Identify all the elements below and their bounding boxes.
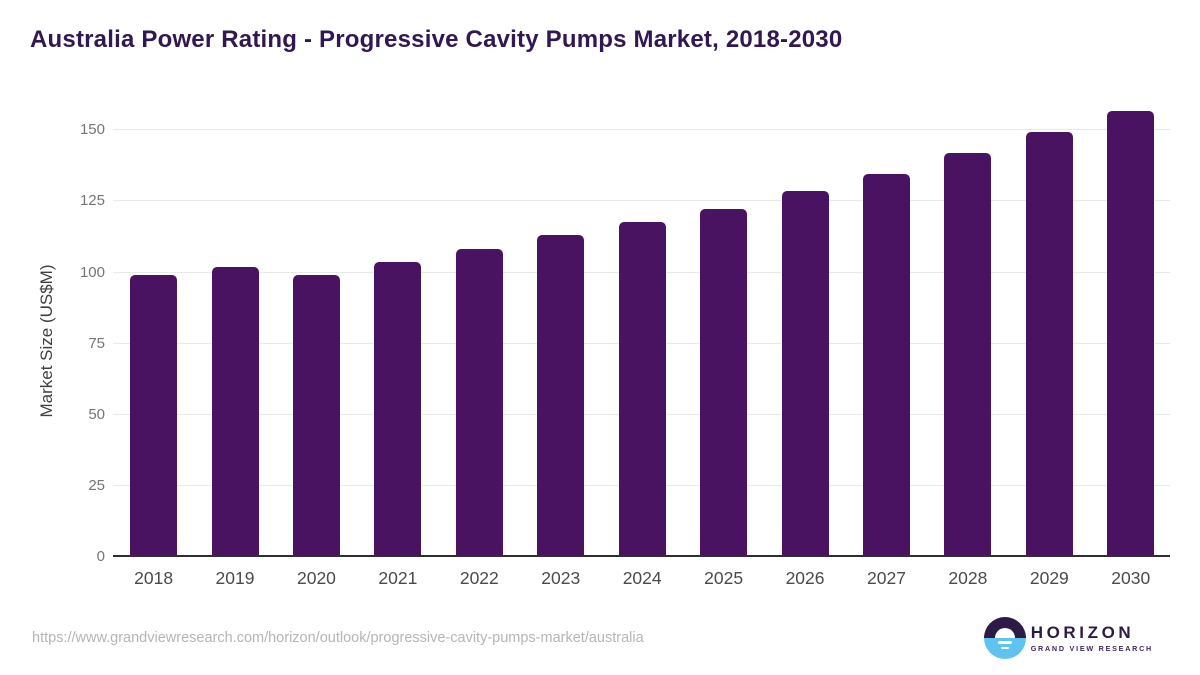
logo-wave-shape	[997, 641, 1012, 644]
source-url: https://www.grandviewresearch.com/horizo…	[32, 630, 644, 646]
bar-2022[interactable]	[455, 248, 503, 557]
bar-2024[interactable]	[618, 222, 666, 557]
x-tick-label: 2020	[296, 568, 336, 588]
plot-area	[113, 100, 1170, 557]
x-tick-label: 2025	[704, 568, 744, 588]
y-tick-label: 50	[88, 405, 105, 423]
y-tick-label: 75	[88, 334, 105, 352]
bar-2030[interactable]	[1107, 111, 1155, 557]
bar-2020[interactable]	[292, 274, 340, 557]
bar-2027[interactable]	[862, 173, 910, 557]
bar-2028[interactable]	[944, 152, 992, 557]
x-tick-label: 2029	[1029, 568, 1069, 588]
horizon-logo-icon	[983, 617, 1026, 659]
x-tick-label: 2018	[134, 568, 174, 588]
bar-2019[interactable]	[211, 266, 259, 557]
x-tick-label: 2028	[948, 568, 988, 588]
y-tick-label: 100	[79, 263, 105, 281]
x-tick-label: 2026	[785, 568, 825, 588]
x-axis-line	[113, 555, 1170, 557]
y-tick-label: 25	[88, 476, 105, 494]
logo-tagline: GRAND VIEW RESEARCH	[1030, 643, 1153, 653]
x-tick-label: 2019	[215, 568, 255, 588]
gridline	[113, 129, 1170, 131]
y-tick-label: 150	[79, 121, 105, 139]
x-tick-label: 2030	[1111, 568, 1151, 588]
logo-text: HORIZON GRAND VIEW RESEARCH	[1030, 622, 1153, 653]
logo-name: HORIZON	[1030, 622, 1135, 642]
bar-2018[interactable]	[130, 275, 178, 557]
horizon-logo: HORIZON GRAND VIEW RESEARCH	[983, 617, 1153, 659]
logo-wave-shape	[1000, 646, 1009, 649]
x-tick-label: 2022	[459, 568, 499, 588]
y-tick-label: 0	[96, 548, 105, 565]
x-tick-label: 2021	[378, 568, 418, 588]
x-tick-label: 2023	[541, 568, 581, 588]
x-tick-label: 2027	[867, 568, 906, 588]
bar-2025[interactable]	[700, 209, 748, 557]
x-tick-label: 2024	[622, 568, 662, 588]
y-tick-label: 125	[79, 192, 105, 210]
bar-2021[interactable]	[374, 262, 422, 557]
bar-2023[interactable]	[537, 235, 585, 557]
bar-2026[interactable]	[781, 191, 829, 557]
logo-sun-shape	[994, 628, 1015, 638]
chart-title: Australia Power Rating - Progressive Cav…	[30, 26, 843, 53]
bar-2029[interactable]	[1025, 131, 1073, 557]
gridline	[113, 200, 1170, 202]
